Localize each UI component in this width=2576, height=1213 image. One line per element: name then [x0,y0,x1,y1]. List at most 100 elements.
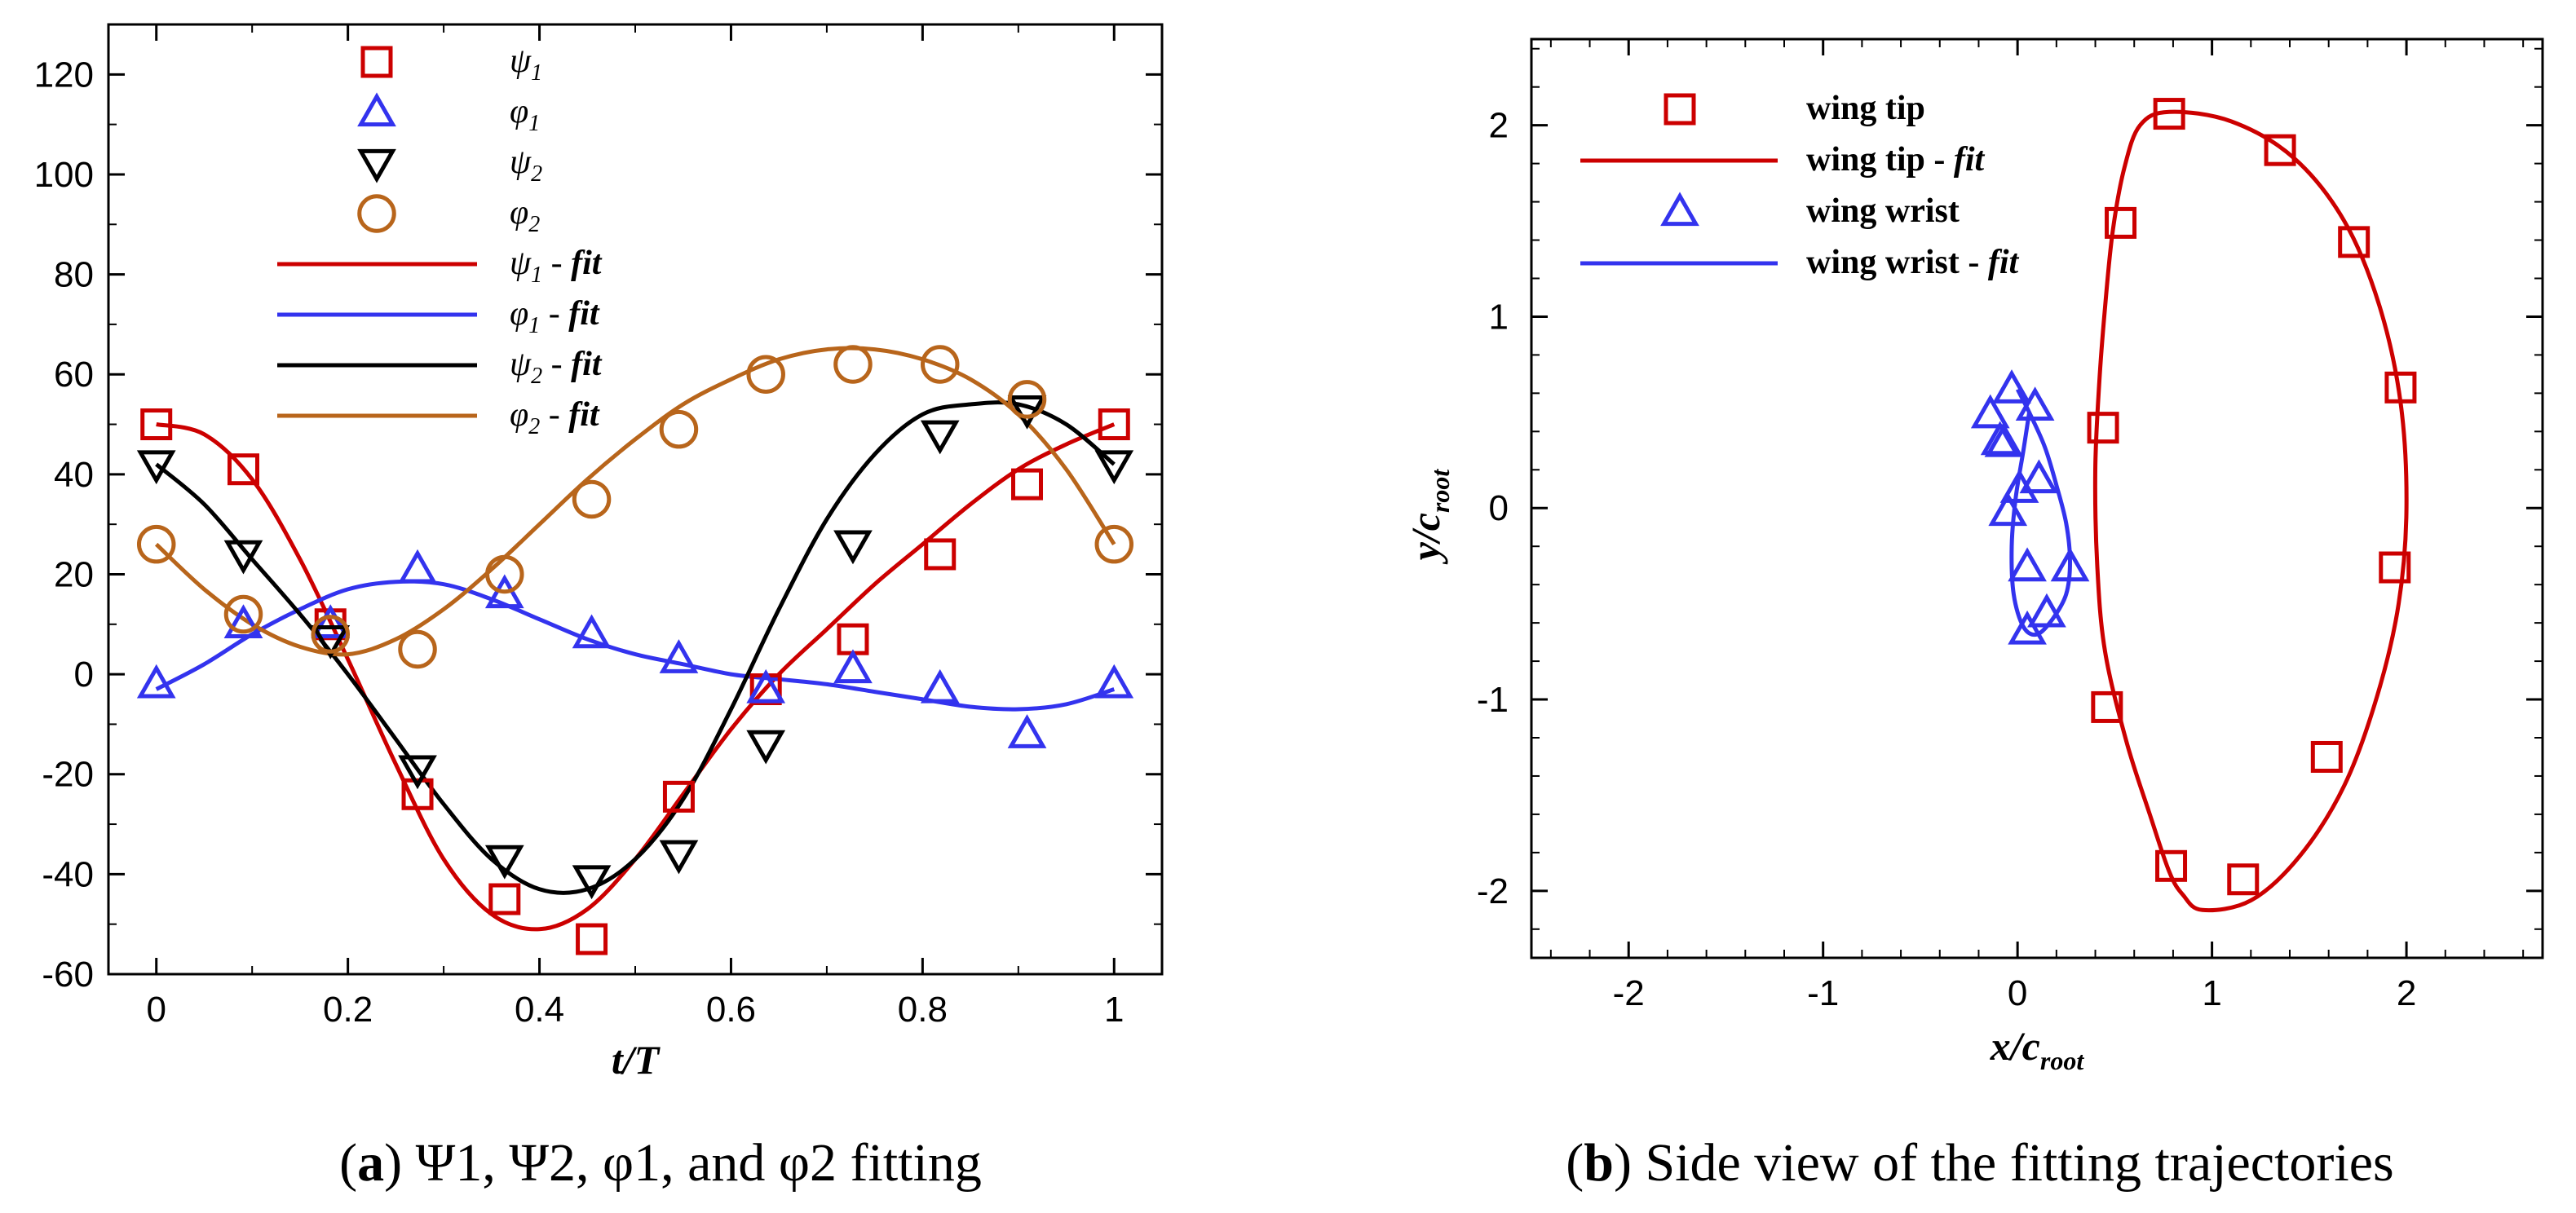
panel-b-legend: wing tip wing tip - fit wing wrist wing wri… [1580,90,2019,281]
panel-a-point-s1-10 [1007,714,1047,748]
panel-b-point-s2-0 [1992,369,2031,404]
panel-a-point-s0-4 [488,883,521,915]
panel-a-legend-entry: φ1 [510,93,540,136]
panel-a-point-s0-11 [1098,408,1130,441]
panel-a-y-tick-label: -60 [42,955,94,995]
panel-b-y-tick-label: 0 [1489,488,1509,528]
panel-a-legend-marker-swatch [360,46,393,78]
panel-b-point-s0-10 [2105,206,2137,239]
panel-a-point-s1-11 [1094,664,1134,699]
panel-b-series-line-3 [2009,388,2073,637]
panel-a-point-s3-5 [572,479,612,519]
panel-a-y-tick-label: 20 [54,554,94,594]
panel-b-point-s2-1 [2015,386,2055,421]
panel-b-point-s2-3 [2050,547,2090,582]
panel-a-point-s3-11 [1094,524,1134,564]
panel-a-fit-lines [154,346,1116,932]
panel-b-x-axis-label: x/croot [1990,1023,2085,1075]
panel-a-point-s0-3 [401,778,434,810]
panel-b-x-tick-label: -1 [1807,973,1839,1013]
panel-a-series-line-4 [156,422,1116,932]
panel-a-point-s2-0 [136,450,176,485]
panel-a-x-tick-label: 0.8 [898,990,948,1030]
panel-a-point-s1-6 [659,639,699,673]
panel-a-point-s3-4 [485,554,524,594]
panel-b-point-s0-5 [2310,740,2343,773]
panel-a-point-s1-7 [746,668,786,704]
panel-a-point-s3-3 [398,629,437,669]
panel-a-point-s0-9 [924,538,957,571]
panel-b-legend-entry: wing tip [1806,90,1925,127]
panel-a-legend-entry: φ1 - fit [510,295,600,338]
panel-b-point-s0-9 [2087,412,2119,444]
panel-a-legend-entry: φ2 - fit [510,396,600,439]
panel-b-point-s2-10 [1988,492,2028,527]
panel-a-point-s1-2 [311,604,351,638]
panel-b-point-s2-5 [2008,610,2047,645]
panel-b-fit-lines [2009,109,2409,913]
panel-a-y-tick-label: 40 [54,455,94,495]
panel-a-legend: ψ1 φ1 ψ2 φ2 ψ1 - fit φ1 - fit ψ2 - fit φ2 - fit [277,42,603,439]
panel-a-point-s1-0 [136,664,176,699]
panel-b-point-s0-1 [2264,134,2296,166]
panel-b-legend-marker-swatch [1660,192,1699,227]
panel-a-point-s2-9 [920,420,960,455]
panel-b-legend-entry: wing wrist - fit [1806,244,2019,281]
panel-a-x-tick-label: 0.2 [323,990,373,1030]
panel-a-x-tick-label: 0.4 [515,990,564,1030]
panel-a-point-s0-5 [576,923,608,955]
panel-a-point-s2-4 [484,845,524,880]
panel-a-point-s2-8 [833,530,873,565]
panel-a-point-s2-10 [1007,395,1047,430]
panel-a-point-s0-1 [227,453,259,486]
panel-b-point-s0-8 [2091,690,2123,723]
panel-b-legend-entry: wing tip - fit [1806,141,1986,179]
panel-a-point-s0-0 [140,408,173,441]
panel-b-caption: (b) Side view of the fitting trajectorie… [1566,1133,2393,1193]
panel-a-x-tick-label: 0.6 [706,990,756,1030]
panel-a-point-s0-8 [837,623,869,655]
panel-a-chart: 0 0.2 0.4 0.6 0.8 1 -60 -40 -20 0 20 40 60 80 100 120 t… [34,23,1164,1193]
panel-a-legend-marker-swatch [357,194,396,233]
panel-a-point-s1-1 [223,604,263,638]
panel-a-point-s0-10 [1011,468,1044,501]
panel-a-point-s3-9 [920,345,960,384]
panel-b-point-s2-9 [2008,547,2047,582]
panel-a-legend-entry: ψ2 [510,143,542,187]
panel-b-x-tick-label: 2 [2397,973,2416,1013]
panel-a-y-tick-label: 80 [54,255,94,295]
panel-b-markers [1970,98,2417,896]
panel-b-point-s2-4 [2027,593,2066,628]
panel-b-frame [1530,37,2544,959]
panel-b-point-s0-0 [2153,98,2185,130]
panel-b-x-tick-label: 0 [2008,973,2027,1013]
panel-a-x-tick-label: 0 [146,990,166,1030]
panel-a-markers [136,345,1134,955]
panel-a-legend-entry: ψ1 - fit [510,245,603,288]
panel-a-point-s0-6 [662,780,695,813]
panel-b-ticks: -2 -1 0 1 2 -2 -1 0 1 2 [1477,39,2543,1013]
panel-a-y-tick-label: -40 [42,854,94,894]
panel-b-point-s2-11 [1980,421,2020,456]
panel-b-point-s0-3 [2384,371,2417,404]
panel-a-point-s2-2 [311,625,351,659]
panel-a-series-line-5 [155,579,1116,712]
panel-a-point-s2-3 [398,755,437,790]
panel-b-x-tick-label: 1 [2202,973,2221,1013]
panel-a-point-s3-1 [223,594,263,634]
panel-a-y-tick-label: -20 [42,755,94,795]
panel-a-series-line-7 [154,346,1116,657]
panel-a-point-s3-0 [136,524,176,564]
panel-a-y-tick-label: 60 [54,355,94,395]
panel-a-point-s3-8 [833,345,873,384]
panel-a-point-s2-5 [572,865,612,900]
panel-a-point-s1-9 [920,668,960,704]
panel-a-point-s1-5 [572,614,612,649]
panel-a-legend-entry: φ2 [510,194,540,237]
panel-b-y-axis-label: y/croot [1403,469,1455,565]
panel-a-point-s3-7 [746,355,785,394]
panel-a-point-s2-7 [746,730,786,765]
panel-a-point-s1-4 [484,574,524,609]
panel-a-point-s1-8 [833,649,873,684]
panel-b-y-tick-label: 2 [1489,106,1509,146]
